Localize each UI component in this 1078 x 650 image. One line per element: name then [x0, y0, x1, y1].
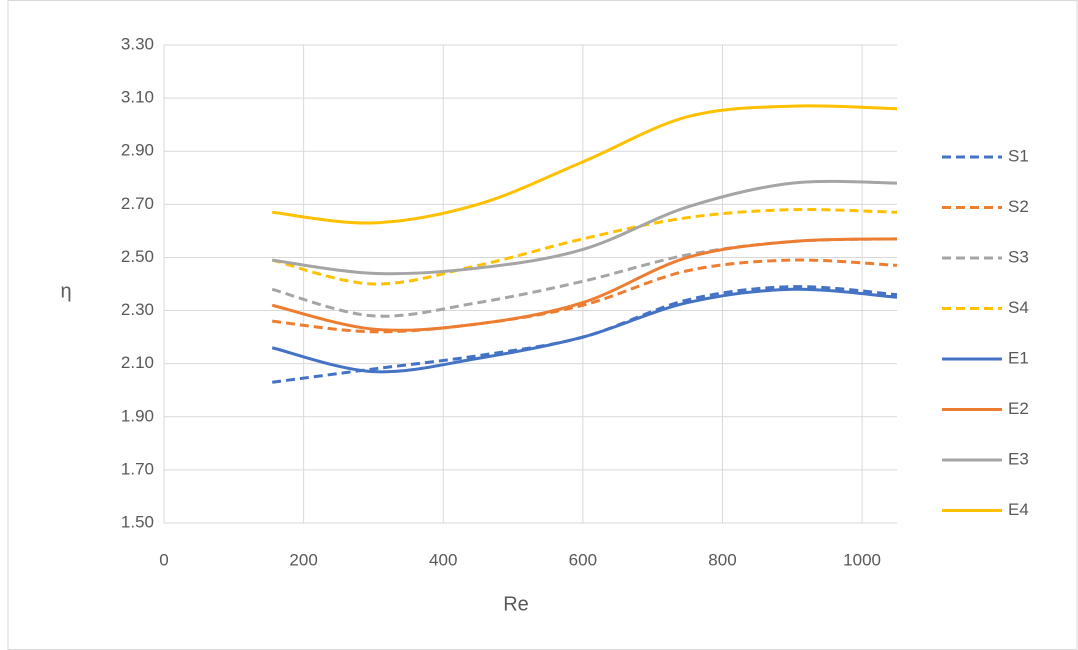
legend-label: S4: [1008, 298, 1029, 317]
x-tick-label: 1000: [843, 550, 881, 569]
x-tick-label: 600: [569, 550, 597, 569]
series-line: [271, 237, 898, 332]
series-line: [271, 237, 898, 318]
x-axis-title: Re: [503, 593, 529, 615]
y-tick-label: 2.50: [121, 247, 154, 266]
y-tick-label: 2.70: [121, 194, 154, 213]
y-tick-label: 3.10: [121, 88, 154, 107]
legend-label: S3: [1008, 247, 1029, 266]
legend-label: E4: [1008, 500, 1029, 519]
series-line: [271, 207, 898, 286]
y-tick-label: 1.70: [121, 459, 154, 478]
series-line: [271, 287, 898, 374]
legend-label: E1: [1008, 348, 1029, 367]
y-tick-label: 1.50: [121, 512, 154, 531]
x-tick-label: 0: [159, 550, 168, 569]
series-line: [272, 258, 898, 334]
y-tick-label: 2.10: [121, 353, 154, 372]
y-tick-label: 1.90: [121, 406, 154, 425]
chart-frame: [7, 0, 1078, 650]
legend-label: S1: [1008, 146, 1029, 165]
x-tick-label: 400: [429, 550, 457, 569]
legend-label: S2: [1008, 197, 1029, 216]
y-axis-title: η: [60, 280, 71, 302]
x-tick-label: 200: [289, 550, 317, 569]
y-tick-label: 2.90: [121, 141, 154, 160]
y-tick-label: 3.30: [121, 34, 154, 53]
legend-label: E2: [1008, 399, 1029, 418]
series-line: [272, 104, 898, 225]
series-line: [272, 179, 898, 276]
y-tick-label: 2.30: [121, 300, 154, 319]
legend-label: E3: [1008, 449, 1029, 468]
x-tick-label: 800: [708, 550, 736, 569]
